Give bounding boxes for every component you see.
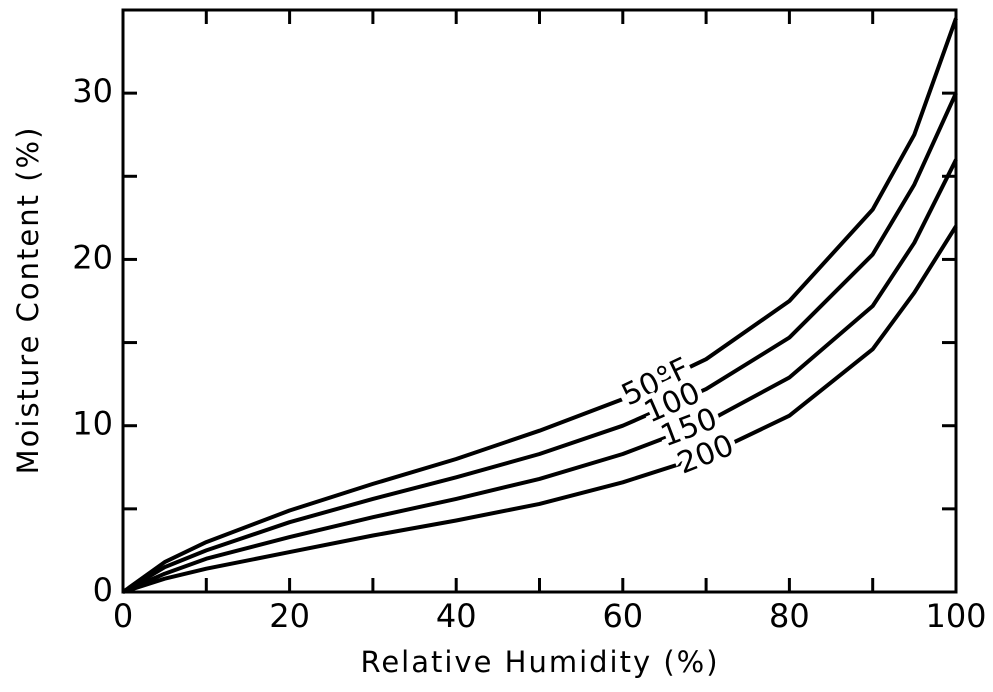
x-axis-label: Relative Humidity (%)	[360, 645, 719, 679]
series-line	[121, 17, 958, 594]
x-tick-label: 100	[925, 597, 986, 635]
x-tick-label: 40	[436, 597, 477, 635]
y-tick-label: 10	[72, 405, 113, 443]
series-line	[121, 92, 958, 594]
y-axis-label: Moisture Content (%)	[11, 126, 45, 475]
x-tick-label: 80	[769, 597, 810, 635]
x-tick-label: 0	[113, 597, 133, 635]
y-tick-label: 20	[72, 238, 113, 276]
series-line	[122, 225, 958, 594]
y-tick-label: 30	[72, 72, 113, 110]
x-tick-label: 60	[602, 597, 643, 635]
series-line	[122, 158, 958, 594]
y-tick-label: 0	[93, 571, 113, 609]
x-tick-label: 20	[269, 597, 310, 635]
